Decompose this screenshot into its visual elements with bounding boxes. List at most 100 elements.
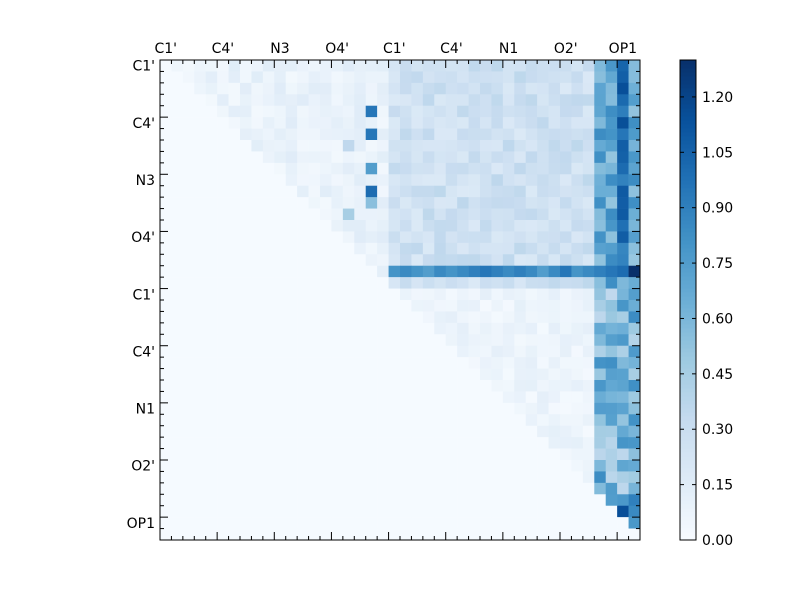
heatmap-cell	[422, 391, 435, 404]
heatmap-cell	[297, 82, 309, 95]
colorbar-segment	[680, 112, 696, 117]
heatmap-cell	[457, 162, 469, 175]
colorbar: 0.000.150.300.450.600.750.901.051.20	[679, 59, 733, 549]
heatmap-cell	[285, 94, 298, 107]
heatmap-cell	[354, 311, 367, 324]
heatmap-cell	[434, 231, 447, 244]
heatmap-cell	[160, 151, 172, 164]
heatmap-cell	[297, 528, 309, 541]
heatmap-cell	[525, 265, 538, 278]
heatmap-cell	[434, 517, 447, 529]
heatmap-cell	[160, 242, 172, 255]
colorbar-segment	[680, 204, 696, 209]
heatmap-cell	[571, 300, 584, 312]
heatmap-cell	[388, 60, 401, 72]
heatmap-cell	[525, 185, 538, 198]
heatmap-cell	[457, 528, 469, 541]
colorbar-segment	[680, 504, 696, 509]
heatmap-cell	[160, 448, 172, 461]
heatmap-cell	[388, 128, 401, 141]
heatmap-cell	[217, 197, 229, 209]
heatmap-cell	[628, 402, 641, 415]
heatmap-cell	[480, 322, 492, 335]
heatmap-cell	[411, 197, 424, 209]
colorbar-segment	[680, 512, 696, 517]
heatmap-cell	[262, 128, 275, 141]
colorbar-segment	[680, 116, 696, 121]
heatmap-cell	[457, 197, 469, 209]
heatmap-cell	[594, 471, 607, 484]
heatmap-cell	[388, 71, 401, 84]
heatmap-cell	[617, 425, 629, 438]
colorbar-segment	[680, 252, 696, 257]
heatmap-cell	[422, 71, 435, 84]
heatmap-cell	[400, 151, 412, 164]
heatmap-cell	[377, 254, 389, 267]
heatmap-cell	[342, 277, 355, 289]
heatmap-cell	[434, 140, 447, 152]
heatmap-cell	[388, 402, 401, 415]
heatmap-cell	[251, 151, 264, 164]
heatmap-cell	[525, 471, 538, 484]
heatmap-cell	[560, 357, 572, 369]
heatmap-cell	[285, 208, 298, 221]
heatmap-cell	[194, 288, 207, 301]
heatmap-cell	[502, 414, 515, 427]
heatmap-cell	[560, 208, 572, 221]
heatmap-cell	[285, 517, 298, 529]
colorbar-segment	[680, 212, 696, 217]
heatmap-cell	[228, 151, 241, 164]
heatmap-cell	[468, 300, 481, 312]
heatmap-cell	[594, 482, 607, 495]
heatmap-cell	[262, 162, 275, 175]
heatmap-cell	[491, 208, 504, 221]
heatmap-cell	[468, 460, 481, 472]
heatmap-cell	[457, 368, 469, 381]
heatmap-cell	[537, 140, 549, 152]
heatmap-cell	[205, 311, 218, 324]
heatmap-cell	[514, 528, 527, 541]
heatmap-cell	[228, 380, 241, 392]
heatmap-cell	[365, 185, 378, 198]
heatmap-cell	[411, 117, 424, 129]
heatmap-cell	[594, 380, 607, 392]
heatmap-cell	[331, 151, 344, 164]
heatmap-cell	[388, 482, 401, 495]
heatmap-cell	[331, 174, 344, 187]
heatmap-cell	[502, 460, 515, 472]
heatmap-cell	[365, 471, 378, 484]
heatmap-cell	[617, 82, 629, 95]
heatmap-cell	[594, 334, 607, 347]
heatmap-cell	[308, 265, 321, 278]
colorbar-segment	[680, 240, 696, 245]
heatmap-cell	[182, 471, 195, 484]
heatmap-cell	[434, 437, 447, 449]
heatmap-cell	[171, 82, 184, 95]
heatmap-cell	[182, 82, 195, 95]
heatmap-cell	[377, 185, 389, 198]
heatmap-cell	[457, 265, 469, 278]
heatmap-cell	[171, 220, 184, 232]
heatmap-cell	[354, 357, 367, 369]
heatmap-cell	[445, 391, 458, 404]
colorbar-segment	[680, 468, 696, 473]
heatmap-cell	[285, 254, 298, 267]
heatmap-cell	[434, 460, 447, 472]
heatmap-cell	[274, 345, 287, 358]
heatmap-cell	[548, 460, 561, 472]
heatmap-cell	[285, 380, 298, 392]
heatmap-cell	[480, 528, 492, 541]
colorbar-segment	[680, 412, 696, 417]
heatmap-cell	[377, 528, 389, 541]
heatmap-cell	[594, 528, 607, 541]
heatmap-cell	[320, 162, 332, 175]
heatmap-cell	[571, 151, 584, 164]
heatmap-cell	[560, 277, 572, 289]
heatmap-cell	[502, 425, 515, 438]
heatmap-cell	[342, 482, 355, 495]
heatmap-cell	[285, 242, 298, 255]
colorbar-segment	[680, 224, 696, 229]
heatmap-cell	[285, 197, 298, 209]
heatmap-cell	[548, 300, 561, 312]
heatmap-cell	[388, 82, 401, 95]
